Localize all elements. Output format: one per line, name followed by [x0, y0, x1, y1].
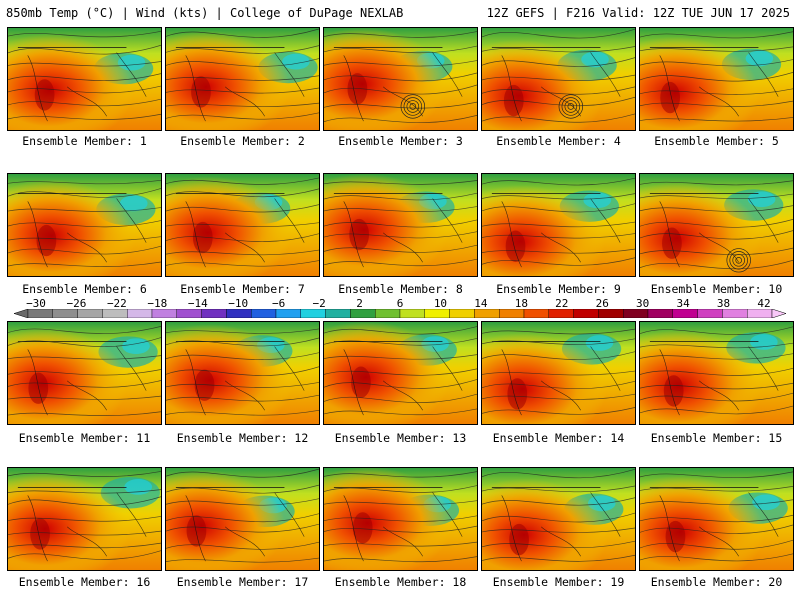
colorbar-swatch [449, 309, 475, 318]
colorbar-tick-label: −26 [66, 297, 87, 310]
colorbar-tick-label: 6 [396, 297, 404, 310]
ensemble-member-label: Ensemble Member: 20 [650, 575, 783, 589]
ensemble-member-label: Ensemble Member: 17 [176, 575, 309, 589]
colorbar-swatch [598, 309, 624, 318]
colorbar-swatch [226, 309, 252, 318]
colorbar-tick-label: 42 [757, 297, 771, 310]
colorbar-tick-label: 30 [636, 297, 650, 310]
colorbar-swatch [77, 309, 103, 318]
ensemble-map-panel [7, 467, 162, 571]
colorbar-tick-label: −2 [312, 297, 326, 310]
ensemble-map-panel [481, 27, 636, 131]
colorbar-swatch [300, 309, 326, 318]
colorbar-swatch [697, 309, 723, 318]
colorbar-tick-label: −30 [26, 297, 46, 310]
ensemble-member-label: Ensemble Member: 13 [334, 431, 467, 445]
colorbar-tick-label: −18 [147, 297, 168, 310]
ensemble-member-label: Ensemble Member: 4 [496, 134, 621, 148]
colorbar-swatch [275, 309, 301, 318]
colorbar-swatch [350, 309, 376, 318]
ensemble-map-panel [165, 27, 320, 131]
ensemble-map-panel [323, 467, 478, 571]
ensemble-member-label: Ensemble Member: 1 [22, 134, 147, 148]
ensemble-member-label: Ensemble Member: 14 [492, 431, 625, 445]
colorbar-low-arrow [14, 309, 29, 318]
colorbar-swatch [672, 309, 698, 318]
colorbar-swatch [523, 309, 549, 318]
ensemble-member-label: Ensemble Member: 11 [18, 431, 151, 445]
colorbar-tick-label: −6 [272, 297, 286, 310]
ensemble-map-panel [639, 27, 794, 131]
ensemble-member-label: Ensemble Member: 5 [654, 134, 779, 148]
colorbar-tick-label: 2 [356, 297, 363, 310]
header-left-title: 850mb Temp (°C) | Wind (kts) | College o… [6, 6, 404, 20]
ensemble-member-label: Ensemble Member: 19 [492, 575, 625, 589]
colorbar-swatch [250, 309, 277, 318]
colorbar-swatch [474, 309, 500, 318]
ensemble-member-label: Ensemble Member: 18 [334, 575, 467, 589]
colorbar-swatch [399, 309, 425, 318]
colorbar-tick-label: 10 [433, 297, 448, 310]
colorbar-tick-label: −10 [228, 297, 249, 310]
colorbar-swatch [548, 309, 574, 318]
colorbar-swatch [424, 309, 450, 318]
ensemble-map-panel [481, 467, 636, 571]
header-right-title: 12Z GEFS | F216 Valid: 12Z TUE JUN 17 20… [486, 6, 790, 20]
ensemble-member-label: Ensemble Member: 8 [338, 282, 463, 296]
colorbar-swatch [375, 309, 401, 318]
ensemble-map-panel [639, 173, 794, 277]
ensemble-member-label: Ensemble Member: 2 [180, 134, 305, 148]
colorbar-swatch [27, 309, 53, 318]
ensemble-member-label: Ensemble Member: 6 [22, 282, 147, 296]
ensemble-member-label: Ensemble Member: 7 [180, 282, 305, 296]
colorbar-swatch [176, 309, 202, 318]
ensemble-map-panel [323, 173, 478, 277]
colorbar-tick-label: 26 [595, 297, 609, 310]
ensemble-map-panel [165, 173, 320, 277]
ensemble-member-label: Ensemble Member: 12 [176, 431, 309, 445]
ensemble-member-label: Ensemble Member: 3 [338, 134, 463, 148]
ensemble-map-panel [7, 321, 162, 425]
colorbar-swatch [623, 309, 649, 318]
colorbar-swatch [52, 309, 78, 318]
ensemble-map-panel [7, 27, 162, 131]
colorbar-swatch [151, 309, 177, 318]
colorbar-swatch [647, 309, 673, 318]
ensemble-map-panel [165, 321, 320, 425]
ensemble-member-label: Ensemble Member: 16 [18, 575, 151, 589]
ensemble-map-panel [481, 321, 636, 425]
colorbar-high-arrow [771, 309, 786, 318]
colorbar-tick-label: 38 [716, 297, 731, 310]
ensemble-map-panel [639, 467, 794, 571]
ensemble-map-panel [7, 173, 162, 277]
ensemble-map-panel [323, 321, 478, 425]
colorbar-swatch [747, 309, 773, 318]
colorbar-swatch [573, 309, 599, 318]
colorbar-swatch [201, 309, 227, 318]
colorbar-tick-label: 22 [555, 297, 569, 310]
ensemble-member-label: Ensemble Member: 15 [650, 431, 783, 445]
colorbar-tick-label: 34 [676, 297, 690, 310]
colorbar-swatch [325, 309, 351, 318]
colorbar-swatch [499, 309, 525, 318]
colorbar-tick-label: 18 [514, 297, 528, 310]
colorbar-tick-label: 14 [474, 297, 488, 310]
ensemble-map-panel [639, 321, 794, 425]
ensemble-map-panel [165, 467, 320, 571]
ensemble-map-panel [323, 27, 478, 131]
ensemble-member-label: Ensemble Member: 10 [650, 282, 783, 296]
ensemble-member-label: Ensemble Member: 9 [496, 282, 621, 296]
colorbar-tick-label: −14 [187, 297, 208, 310]
colorbar-swatch [102, 309, 128, 318]
colorbar-tick-label: −22 [106, 297, 127, 310]
temperature-colorbar [14, 309, 786, 318]
colorbar-swatch [722, 309, 748, 318]
ensemble-map-panel [481, 173, 636, 277]
colorbar-swatch [126, 309, 153, 318]
